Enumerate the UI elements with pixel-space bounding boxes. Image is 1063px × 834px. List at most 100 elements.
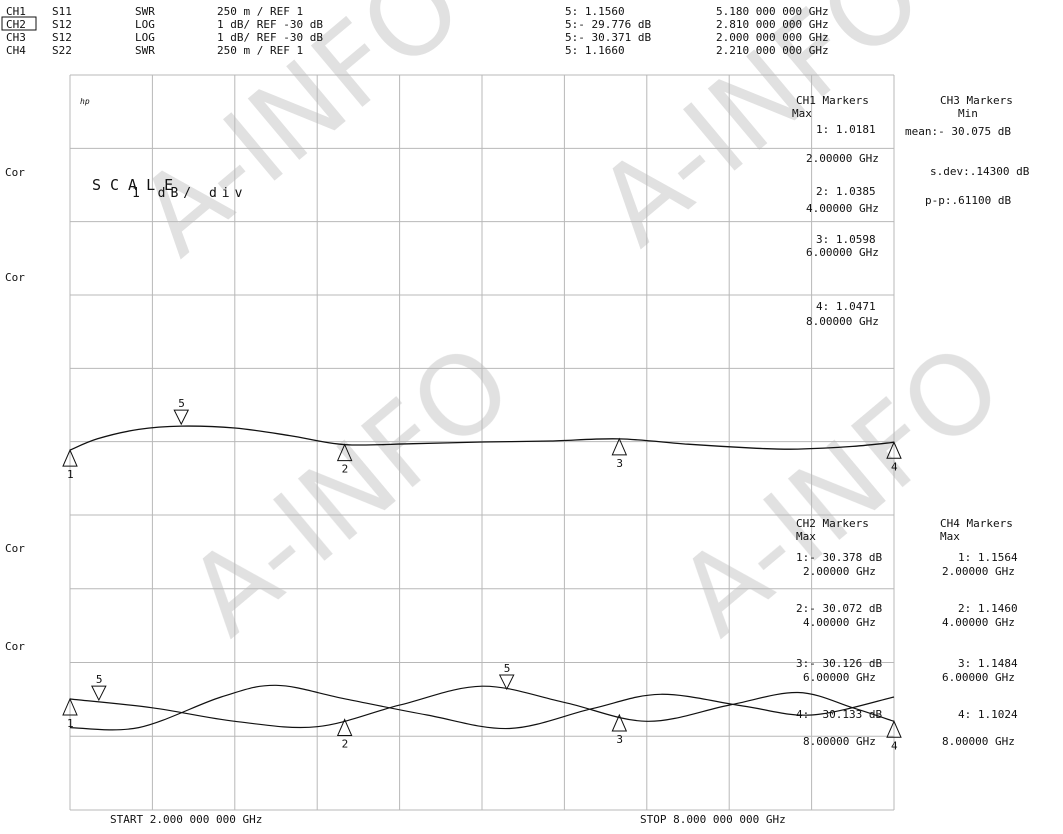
ch3-stat-sdev: s.dev:.14300 dB [930,165,1030,178]
ch3-scale: 1 dB/ REF -30 dB [217,31,323,44]
ch1-marker-3-freq: 6.00000 GHz [806,246,879,259]
ch3-label[interactable]: CH3 [6,31,26,44]
ch3-param: S12 [52,31,72,44]
ch2-format: LOG [135,18,155,31]
marker-label: 1 [67,717,74,730]
cor-label: Cor [5,271,25,284]
ch2-marker-4-val: 4:- 30.133 dB [796,708,882,721]
ch4-marker-3-val: 3: 1.1484 [958,657,1018,670]
ch2-marker-2-freq: 4.00000 GHz [803,616,876,629]
footer: START 2.000 000 000 GHz STOP 8.000 000 0… [110,813,786,826]
ch3-stat-mean: mean:- 30.075 dB [905,125,1011,138]
ch1-marker-1-val: 1: 1.0181 [816,123,876,136]
ch1-markers-sub: Max [792,107,812,120]
marker-label: 4 [891,460,898,473]
ch2-marker-3-val: 3:- 30.126 dB [796,657,882,670]
ch4-marker-2-val: 2: 1.1460 [958,602,1018,615]
trace-layer [69,425,895,731]
marker-triangle-up [886,720,902,738]
ch4-param: S22 [52,44,72,57]
ch1-freq: 5.180 000 000 GHz [716,5,829,18]
ch2-trace [69,685,895,729]
ch3-freq: 2.000 000 000 GHz [716,31,829,44]
ch4-marker-4-freq: 8.00000 GHz [942,735,1015,748]
ch1-marker-3-val: 3: 1.0598 [816,233,876,246]
marker-triangle-down [498,674,515,691]
ch2-label[interactable]: CH2 [6,18,26,31]
top-panel-annotations: hp SCALE 1 dB/ div CH1 Markers Max 1: 1.… [80,94,1030,328]
ch4-markers-sub: Max [940,530,960,543]
hp-logo: hp [80,97,90,106]
ch2-freq: 2.810 000 000 GHz [716,18,829,31]
marker-triangle-up [611,437,628,456]
ch3-markers-sub: Min [958,107,978,120]
marker-triangle-up [336,718,353,736]
ch3-markers-title: CH3 Markers [940,94,1013,107]
ch2-param: S12 [52,18,72,31]
correction-labels: Cor Cor Cor Cor [5,166,25,653]
ch1-scale: 250 m / REF 1 [217,5,303,18]
ch2-marker-4-freq: 8.00000 GHz [803,735,876,748]
marker-triangle-down [91,685,107,702]
scale-value: 1 dB/ div [132,186,247,201]
stop-frequency: STOP 8.000 000 000 GHz [640,813,786,826]
marker-triangle-up [62,697,78,716]
ch2-markers-sub: Max [796,530,816,543]
ch3-trace [69,684,895,731]
ch1-format: SWR [135,5,155,18]
header-status: CH1 S11 SWR 250 m / REF 1 5: 1.1560 5.18… [1,5,829,57]
marker-label: 1 [67,468,74,481]
ch1-label[interactable]: CH1 [6,5,26,18]
ch4-format: SWR [135,44,155,57]
ch1-marker-4-freq: 8.00000 GHz [806,315,879,328]
ch3-marker: 5:- 30.371 dB [565,31,651,44]
ch2-scale: 1 dB/ REF -30 dB [217,18,323,31]
ch1-marker: 5: 1.1560 [565,5,625,18]
marker-label: 5 [178,397,185,410]
ch1-marker-4-val: 4: 1.0471 [816,300,876,313]
ch4-marker-1-freq: 2.00000 GHz [942,565,1015,578]
marker-triangle-down [173,409,190,426]
marker-triangle-up [336,443,353,462]
ch4-marker: 5: 1.1660 [565,44,625,57]
ch2-marker-2-val: 2:- 30.072 dB [796,602,882,615]
scale-title: SCALE [92,176,182,194]
marker-label: 4 [891,739,898,752]
bottom-graticule [69,514,895,811]
marker-triangle-up [62,448,78,467]
watermark-layer: A-INFO A-INFO A-INFO A-INFO [114,0,1025,660]
start-frequency: START 2.000 000 000 GHz [110,813,262,826]
marker-label: 3 [616,457,623,470]
ch1-trace [69,425,895,451]
ch2-markers-title: CH2 Markers [796,517,869,530]
bottom-panel-annotations: CH2 Markers Max 1:- 30.378 dB 2.00000 GH… [796,517,1018,748]
ch1-marker-2-val: 2: 1.0385 [816,185,876,198]
marker-label: 5 [96,673,103,686]
ch3-stat-pp: p-p:.61100 dB [925,194,1011,207]
marker-layer: 1 2 3 4 5 1 2 3 4 5 5 [62,397,902,752]
marker-label: 5 [504,662,511,675]
ch2-marker-1-val: 1:- 30.378 dB [796,551,882,564]
active-channel-box [1,16,37,31]
cor-label: Cor [5,166,25,179]
ch4-marker-3-freq: 6.00000 GHz [942,671,1015,684]
ch1-marker-2-freq: 4.00000 GHz [806,202,879,215]
ch4-marker-1-val: 1: 1.1564 [958,551,1018,564]
ch2-marker-3-freq: 6.00000 GHz [803,671,876,684]
watermark-text: A-INFO [164,319,535,659]
marker-label: 3 [616,733,623,746]
ch4-markers-title: CH4 Markers [940,517,1013,530]
ch2-marker-1-freq: 2.00000 GHz [803,565,876,578]
ch1-markers-title: CH1 Markers [796,94,869,107]
ch4-freq: 2.210 000 000 GHz [716,44,829,57]
ch1-param: S11 [52,5,72,18]
ch2-marker: 5:- 29.776 dB [565,18,651,31]
ch4-marker-4-val: 4: 1.1024 [958,708,1018,721]
ch4-scale: 250 m / REF 1 [217,44,303,57]
cor-label: Cor [5,640,25,653]
ch4-label[interactable]: CH4 [6,44,26,57]
marker-label: 2 [342,738,349,751]
marker-triangle-up [611,713,628,732]
